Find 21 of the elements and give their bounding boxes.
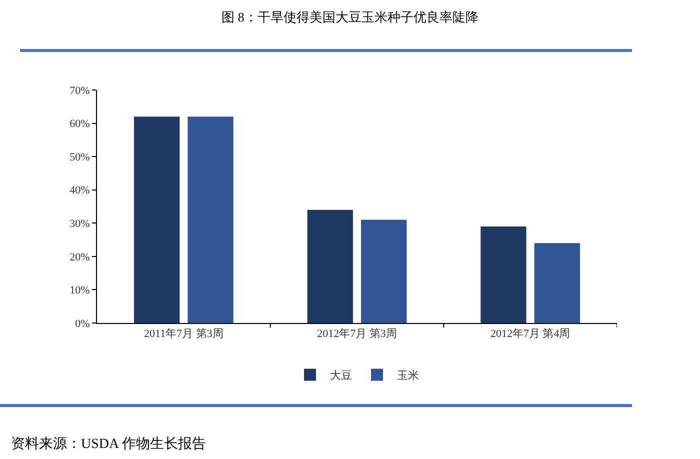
text: 资料来源：USDA 作物生长报告 — [11, 436, 206, 452]
x-tick-label: 2012年7月 第3周 — [317, 328, 397, 340]
y-tick-label: 20% — [70, 251, 90, 264]
y-tick-label: 40% — [70, 184, 90, 197]
x-tick-label: 2011年7月 第3周 — [144, 328, 224, 340]
bar — [307, 210, 353, 323]
chart-title: 图 8：干旱使得美国大豆玉米种子优良率陡降 — [222, 10, 478, 25]
legend-label: 玉米 — [397, 369, 419, 382]
x-tick-label: 2012年7月 第4周 — [490, 328, 570, 340]
y-tick-label: 70% — [70, 84, 90, 97]
y-tick-label: 0% — [75, 318, 90, 330]
bar — [134, 116, 180, 323]
bar — [188, 116, 234, 323]
bar — [534, 243, 580, 323]
bar — [480, 226, 526, 323]
y-tick-label: 50% — [70, 151, 90, 164]
legend-label: 大豆 — [330, 369, 352, 382]
y-tick-label: 10% — [70, 284, 90, 297]
y-tick-label: 60% — [70, 118, 90, 130]
y-tick-label: 30% — [70, 218, 90, 230]
bar — [361, 220, 407, 323]
